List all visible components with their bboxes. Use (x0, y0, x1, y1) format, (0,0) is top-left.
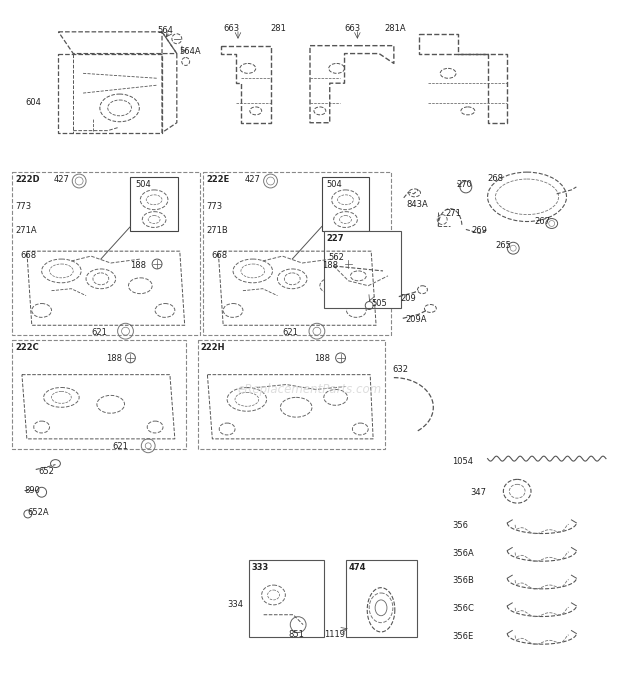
Text: 265: 265 (495, 241, 512, 250)
Text: 604: 604 (26, 98, 42, 107)
Text: 188: 188 (106, 354, 122, 363)
Bar (12, 340, 186, 449)
Text: 505: 505 (371, 299, 387, 308)
Text: 427: 427 (53, 175, 69, 184)
Text: 271: 271 (445, 209, 461, 218)
Text: 188: 188 (314, 354, 330, 363)
Text: eReplacementParts.com: eReplacementParts.com (238, 383, 382, 396)
Text: 334: 334 (227, 600, 243, 609)
Text: 1054: 1054 (452, 457, 473, 466)
Text: 564A: 564A (180, 46, 202, 55)
Text: 222D: 222D (15, 175, 40, 184)
Text: 562: 562 (329, 253, 345, 262)
Text: 209A: 209A (405, 315, 427, 324)
Text: 267: 267 (534, 217, 550, 226)
Text: 333: 333 (252, 563, 269, 572)
Text: 652A: 652A (28, 508, 50, 517)
Text: 188: 188 (130, 261, 146, 270)
Text: 474: 474 (348, 563, 366, 572)
Bar (203, 172, 391, 335)
Text: 356A: 356A (452, 549, 474, 558)
Bar (198, 340, 385, 449)
Text: 621: 621 (91, 328, 107, 337)
Text: 621: 621 (282, 328, 298, 337)
Text: 851: 851 (288, 629, 304, 638)
Text: 504: 504 (135, 180, 151, 189)
Text: 668: 668 (20, 251, 36, 260)
Text: 356B: 356B (452, 576, 474, 585)
Text: 621: 621 (113, 442, 128, 451)
Bar (345, 561, 417, 638)
Text: 890: 890 (24, 486, 40, 495)
Text: 843A: 843A (407, 200, 428, 209)
Text: 663: 663 (345, 24, 361, 33)
Text: 222C: 222C (15, 343, 39, 352)
Text: 271A: 271A (15, 227, 37, 236)
Text: 773: 773 (15, 202, 31, 211)
Text: 281A: 281A (384, 24, 405, 33)
Text: 356E: 356E (452, 631, 473, 640)
Text: 356: 356 (452, 521, 468, 530)
Text: 504: 504 (327, 180, 342, 189)
Bar (130, 177, 178, 231)
Text: 281: 281 (270, 24, 286, 33)
Text: 227: 227 (327, 234, 344, 243)
Text: 188: 188 (322, 261, 338, 270)
Text: 652: 652 (38, 466, 55, 475)
Text: 271B: 271B (206, 227, 228, 236)
Bar (322, 177, 369, 231)
Text: 668: 668 (211, 251, 228, 260)
Text: 268: 268 (487, 174, 503, 183)
Text: 269: 269 (472, 227, 488, 236)
Text: 356C: 356C (452, 604, 474, 613)
Text: 222E: 222E (206, 175, 229, 184)
Bar (324, 231, 401, 308)
Text: 209: 209 (401, 294, 417, 303)
Text: 564: 564 (157, 26, 173, 35)
Text: 427: 427 (245, 175, 261, 184)
Text: 773: 773 (206, 202, 223, 211)
Text: 347: 347 (470, 489, 486, 498)
Text: 632: 632 (393, 365, 409, 374)
Text: 222H: 222H (200, 343, 225, 352)
Bar (12, 172, 200, 335)
Text: 663: 663 (223, 24, 239, 33)
Text: 270: 270 (456, 180, 472, 189)
Bar (249, 561, 324, 638)
Text: 1119: 1119 (324, 629, 345, 638)
